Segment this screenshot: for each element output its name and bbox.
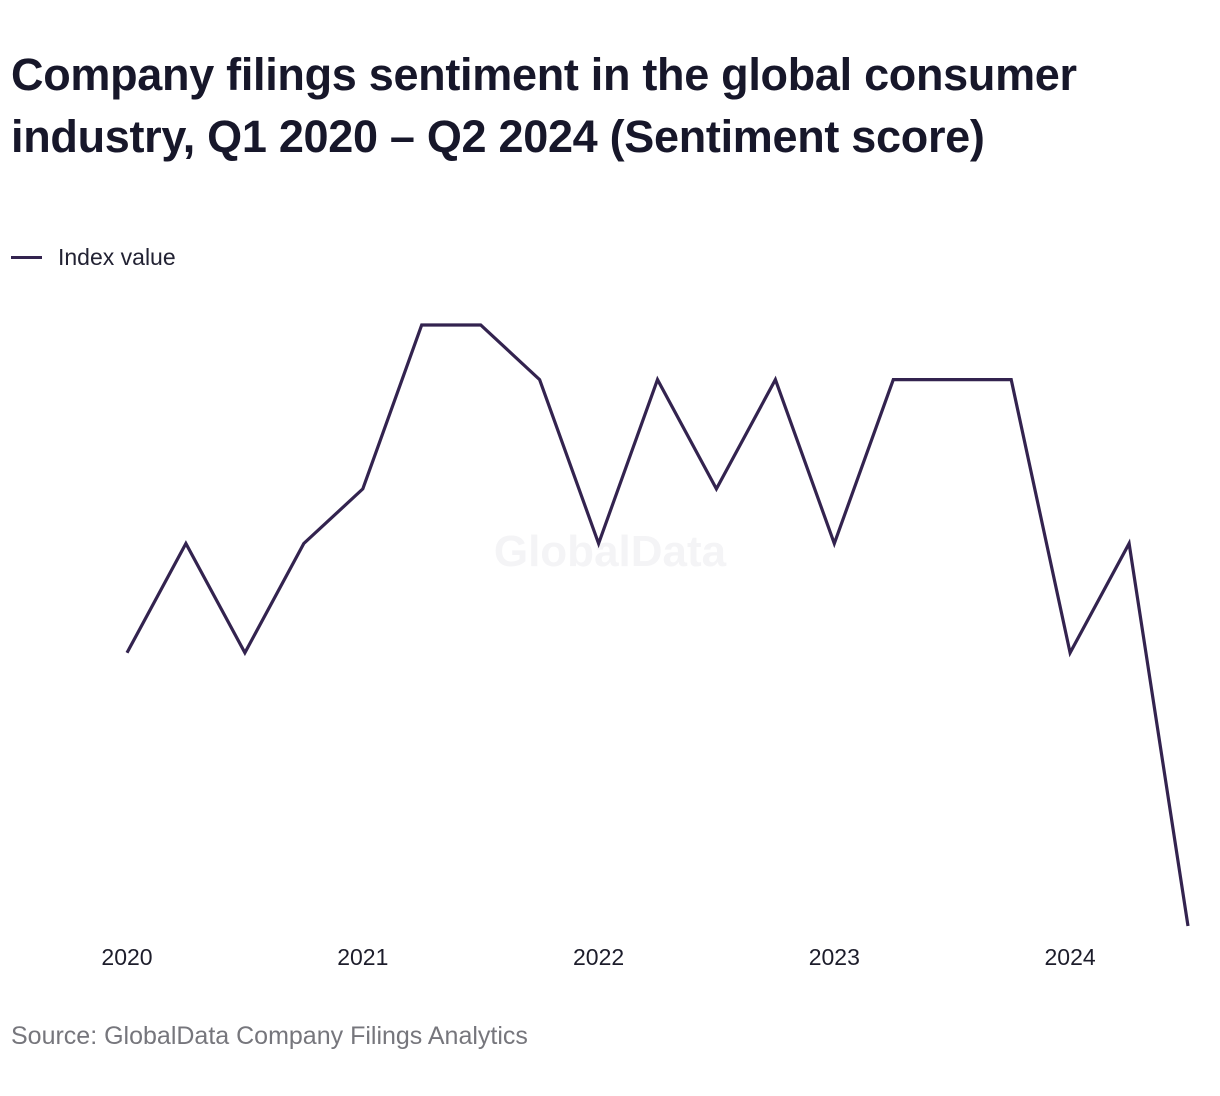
series-layer	[121, 319, 1194, 932]
legend-swatch-index-value	[11, 255, 42, 259]
x-tick-label: 2021	[337, 944, 388, 970]
data-point[interactable]	[1182, 920, 1194, 932]
data-point[interactable]	[652, 374, 664, 386]
data-point[interactable]	[180, 538, 192, 550]
data-point[interactable]	[298, 538, 310, 550]
data-point[interactable]	[534, 374, 546, 386]
chart-title: Company filings sentiment in the global …	[11, 49, 1077, 162]
data-point[interactable]	[1005, 374, 1017, 386]
data-point[interactable]	[1064, 647, 1076, 659]
data-point[interactable]	[475, 319, 487, 331]
data-point[interactable]	[593, 538, 605, 550]
source-note: Source: GlobalData Company Filings Analy…	[11, 1022, 528, 1050]
x-tick-label: 2020	[101, 944, 152, 970]
line-chart: GlobalData 2020 2021 2022 2023 2024	[101, 319, 1194, 970]
legend: Index value	[11, 242, 176, 272]
series-line-0	[125, 323, 1190, 927]
data-point[interactable]	[946, 374, 958, 386]
data-point[interactable]	[828, 538, 840, 550]
x-axis-ticks: 2020 2021 2022 2023 2024	[101, 944, 1095, 970]
legend-label-index-value: Index value	[58, 243, 176, 270]
x-tick-label: 2022	[573, 944, 624, 970]
data-point[interactable]	[1123, 538, 1135, 550]
globaldata-watermark: GlobalData	[494, 527, 727, 576]
x-tick-label: 2024	[1045, 944, 1096, 970]
data-point[interactable]	[887, 374, 899, 386]
data-point[interactable]	[357, 483, 369, 495]
data-point[interactable]	[710, 483, 722, 495]
data-point[interactable]	[416, 319, 428, 331]
data-point[interactable]	[121, 647, 133, 659]
x-tick-label: 2023	[809, 944, 860, 970]
data-point[interactable]	[769, 374, 781, 386]
data-point[interactable]	[239, 647, 251, 659]
